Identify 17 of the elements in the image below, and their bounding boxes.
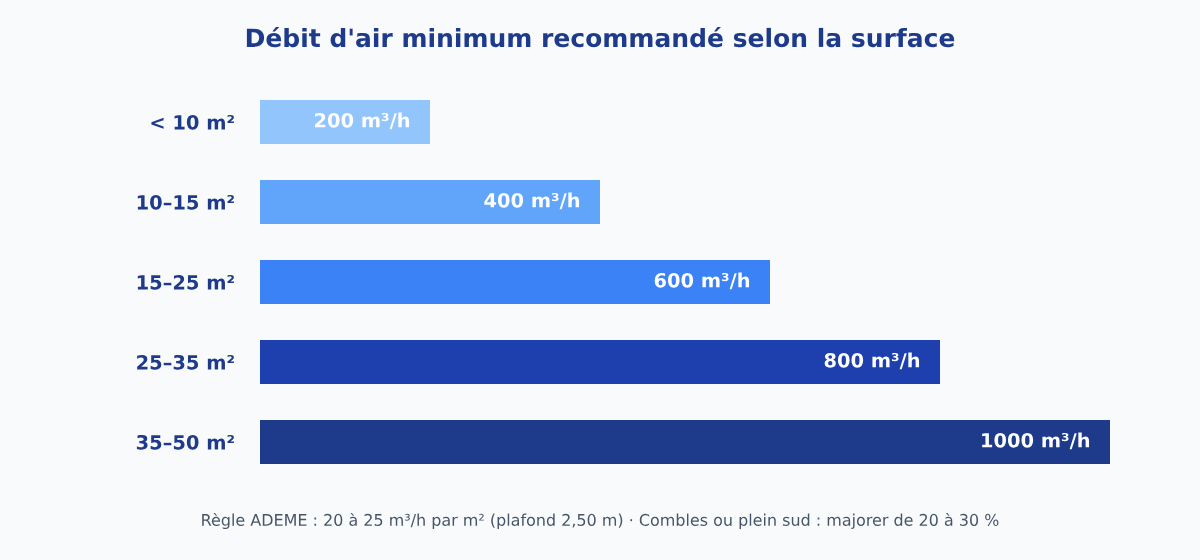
y-tick-label: < 10 m² [151,114,234,130]
data-label: 800 m³/h [824,352,920,370]
bar [260,420,1110,464]
y-tick-label: 35–50 m² [136,434,234,450]
text: Règle ADEME : 20 à 25 m³/h par m² (plafond 2,50 m) · Combles ou plein sud : majorer de 20 à 30 % [202,512,999,530]
bar [260,340,940,384]
y-tick-label: 15–25 m² [137,274,234,290]
data-label: 200 m³/h [315,112,410,130]
bar [260,260,770,304]
data-label: 600 m³/h [654,272,750,290]
y-tick-label: 25–35 m² [137,354,234,370]
data-label: 1000 m³/h [982,432,1090,450]
data-label: 400 m³/h [484,192,580,210]
bar [260,180,600,224]
y-tick-label: 10–15 m² [137,194,234,210]
chart-title: Débit d'air minimum recommandé selon la surface [246,26,955,48]
bar [260,100,430,144]
